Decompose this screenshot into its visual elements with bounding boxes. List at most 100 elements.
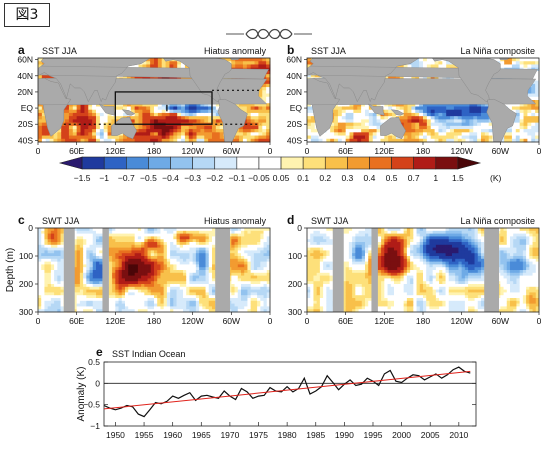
lat-tick-label: 20S xyxy=(18,119,33,129)
panel-title: Hiatus anomaly xyxy=(204,216,267,226)
colorbar-tick-label: 1 xyxy=(433,173,438,183)
lon-tick-label: 120E xyxy=(374,146,394,156)
timeseries-chart: −1 −0.5 0 0.5 1950 1955 1960 1965 1970 1975 1980 19… xyxy=(76,345,477,440)
panel-letter: e xyxy=(96,345,103,359)
panel-variable-label: SST JJA xyxy=(311,46,346,56)
colorbar-tick-label: 0.3 xyxy=(341,173,353,183)
x-tick-label: 1975 xyxy=(249,430,268,440)
x-tick-label: 2000 xyxy=(392,430,411,440)
colorbar-swatch xyxy=(369,156,392,170)
y-tick-label: 0 xyxy=(95,378,100,388)
lat-tick-label: 60N xyxy=(286,55,302,65)
colorbar-swatch xyxy=(324,156,348,170)
trend-line xyxy=(103,370,471,410)
lon-tick-label: 60E xyxy=(69,146,84,156)
x-tick-label: 2010 xyxy=(449,430,468,440)
lon-tick-label: 120W xyxy=(182,316,204,326)
colorbar-tick-label: 1.5 xyxy=(452,173,464,183)
lon-tick-label: 60W xyxy=(223,316,240,326)
x-tick-label: 1955 xyxy=(135,430,154,440)
colorbar-swatch xyxy=(236,156,260,170)
colorbar-tick-label: 0.7 xyxy=(408,173,420,183)
colorbar-swatch xyxy=(148,156,171,170)
lon-tick-label: 60E xyxy=(69,316,84,326)
colorbar-swatch xyxy=(170,156,193,170)
decorative-ornament-icon xyxy=(226,28,312,40)
x-tick-label: 1950 xyxy=(106,430,125,440)
panel-letter: b xyxy=(287,43,294,57)
lon-tick-label: 0 xyxy=(305,316,310,326)
lat-tick-label: 40N xyxy=(17,71,33,81)
lon-tick-label: 0 xyxy=(268,316,273,326)
panel-variable-label: SWT JJA xyxy=(311,216,348,226)
colorbar-tick-label: −0.7 xyxy=(118,173,135,183)
lon-tick-label: 0 xyxy=(268,146,273,156)
colorbar-tick-label: 0.4 xyxy=(364,173,376,183)
colorbar-tick-label: −0.3 xyxy=(184,173,201,183)
depth-tick-label: 300 xyxy=(288,307,302,317)
land-mask xyxy=(371,228,378,312)
colorbar-swatch xyxy=(457,156,482,170)
colorbar-swatch xyxy=(192,156,216,170)
colorbar-tick-label: −0.4 xyxy=(162,173,179,183)
lon-tick-label: 0 xyxy=(36,316,41,326)
lon-tick-label: 120E xyxy=(374,316,394,326)
lat-tick-label: 60N xyxy=(17,55,33,65)
colorbar-swatch xyxy=(81,156,105,170)
colorbar-swatch xyxy=(280,156,304,170)
lat-tick-label: 20N xyxy=(17,87,33,97)
panel-variable-label: SST JJA xyxy=(42,46,77,56)
x-tick-label: 2005 xyxy=(421,430,440,440)
colorbar-unit: (K) xyxy=(490,173,502,183)
colorbar-swatch xyxy=(214,156,238,170)
x-tick-label: 1985 xyxy=(306,430,325,440)
colorbar-swatch xyxy=(58,156,83,170)
panel-title: La Niña composite xyxy=(460,46,535,56)
lon-tick-label: 0 xyxy=(537,146,542,156)
lon-tick-label: 60W xyxy=(223,146,240,156)
colorbar-tick-label: 0.05 xyxy=(273,173,290,183)
lon-tick-label: 120E xyxy=(105,146,125,156)
y-tick-label: 0.5 xyxy=(88,357,100,367)
panel-letter: d xyxy=(287,213,294,227)
x-tick-label: 1965 xyxy=(192,430,211,440)
depth-tick-label: 200 xyxy=(288,279,302,289)
depth-tick-label: 0 xyxy=(28,223,33,233)
colorbar-tick-label: 0.1 xyxy=(297,173,309,183)
depth-axis-label: Depth (m) xyxy=(5,248,16,292)
colorbar-swatch xyxy=(302,156,326,170)
lon-tick-label: 60W xyxy=(492,316,509,326)
colorbar: −1.5 −1 −0.7 −0.5 −0.4 −0.3 −0.2 −0.1 −0.05 0.05 0… xyxy=(58,156,502,183)
lon-tick-label: 0 xyxy=(537,316,542,326)
y-axis-label: Anomaly (K) xyxy=(76,366,87,421)
lon-tick-label: 120W xyxy=(451,146,473,156)
figure-number-badge: 図3 xyxy=(4,3,50,27)
colorbar-swatch xyxy=(126,156,149,170)
lon-tick-label: 60E xyxy=(338,146,353,156)
lat-tick-label: 20S xyxy=(287,119,302,129)
land-mask xyxy=(63,228,75,312)
colorbar-tick-label: −0.5 xyxy=(140,173,157,183)
lon-tick-label: 0 xyxy=(36,146,41,156)
panel-variable-label: SWT JJA xyxy=(42,216,79,226)
colorbar-swatch xyxy=(391,156,414,170)
lon-tick-label: 180 xyxy=(416,146,430,156)
lat-tick-label: EQ xyxy=(290,103,303,113)
colorbar-swatch xyxy=(258,156,282,170)
depth-tick-label: 300 xyxy=(19,307,33,317)
depth-tick-label: 100 xyxy=(19,251,33,261)
colorbar-tick-label: 0.5 xyxy=(386,173,398,183)
panel-title: La Niña composite xyxy=(460,216,535,226)
y-tick-label: −1 xyxy=(90,421,100,431)
x-tick-label: 1960 xyxy=(163,430,182,440)
x-tick-label: 1980 xyxy=(278,430,297,440)
lon-tick-label: 0 xyxy=(305,146,310,156)
colorbar-swatch xyxy=(347,156,370,170)
colorbar-tick-label: −0.2 xyxy=(206,173,223,183)
x-tick-label: 1970 xyxy=(220,430,239,440)
land-mask xyxy=(102,228,109,312)
